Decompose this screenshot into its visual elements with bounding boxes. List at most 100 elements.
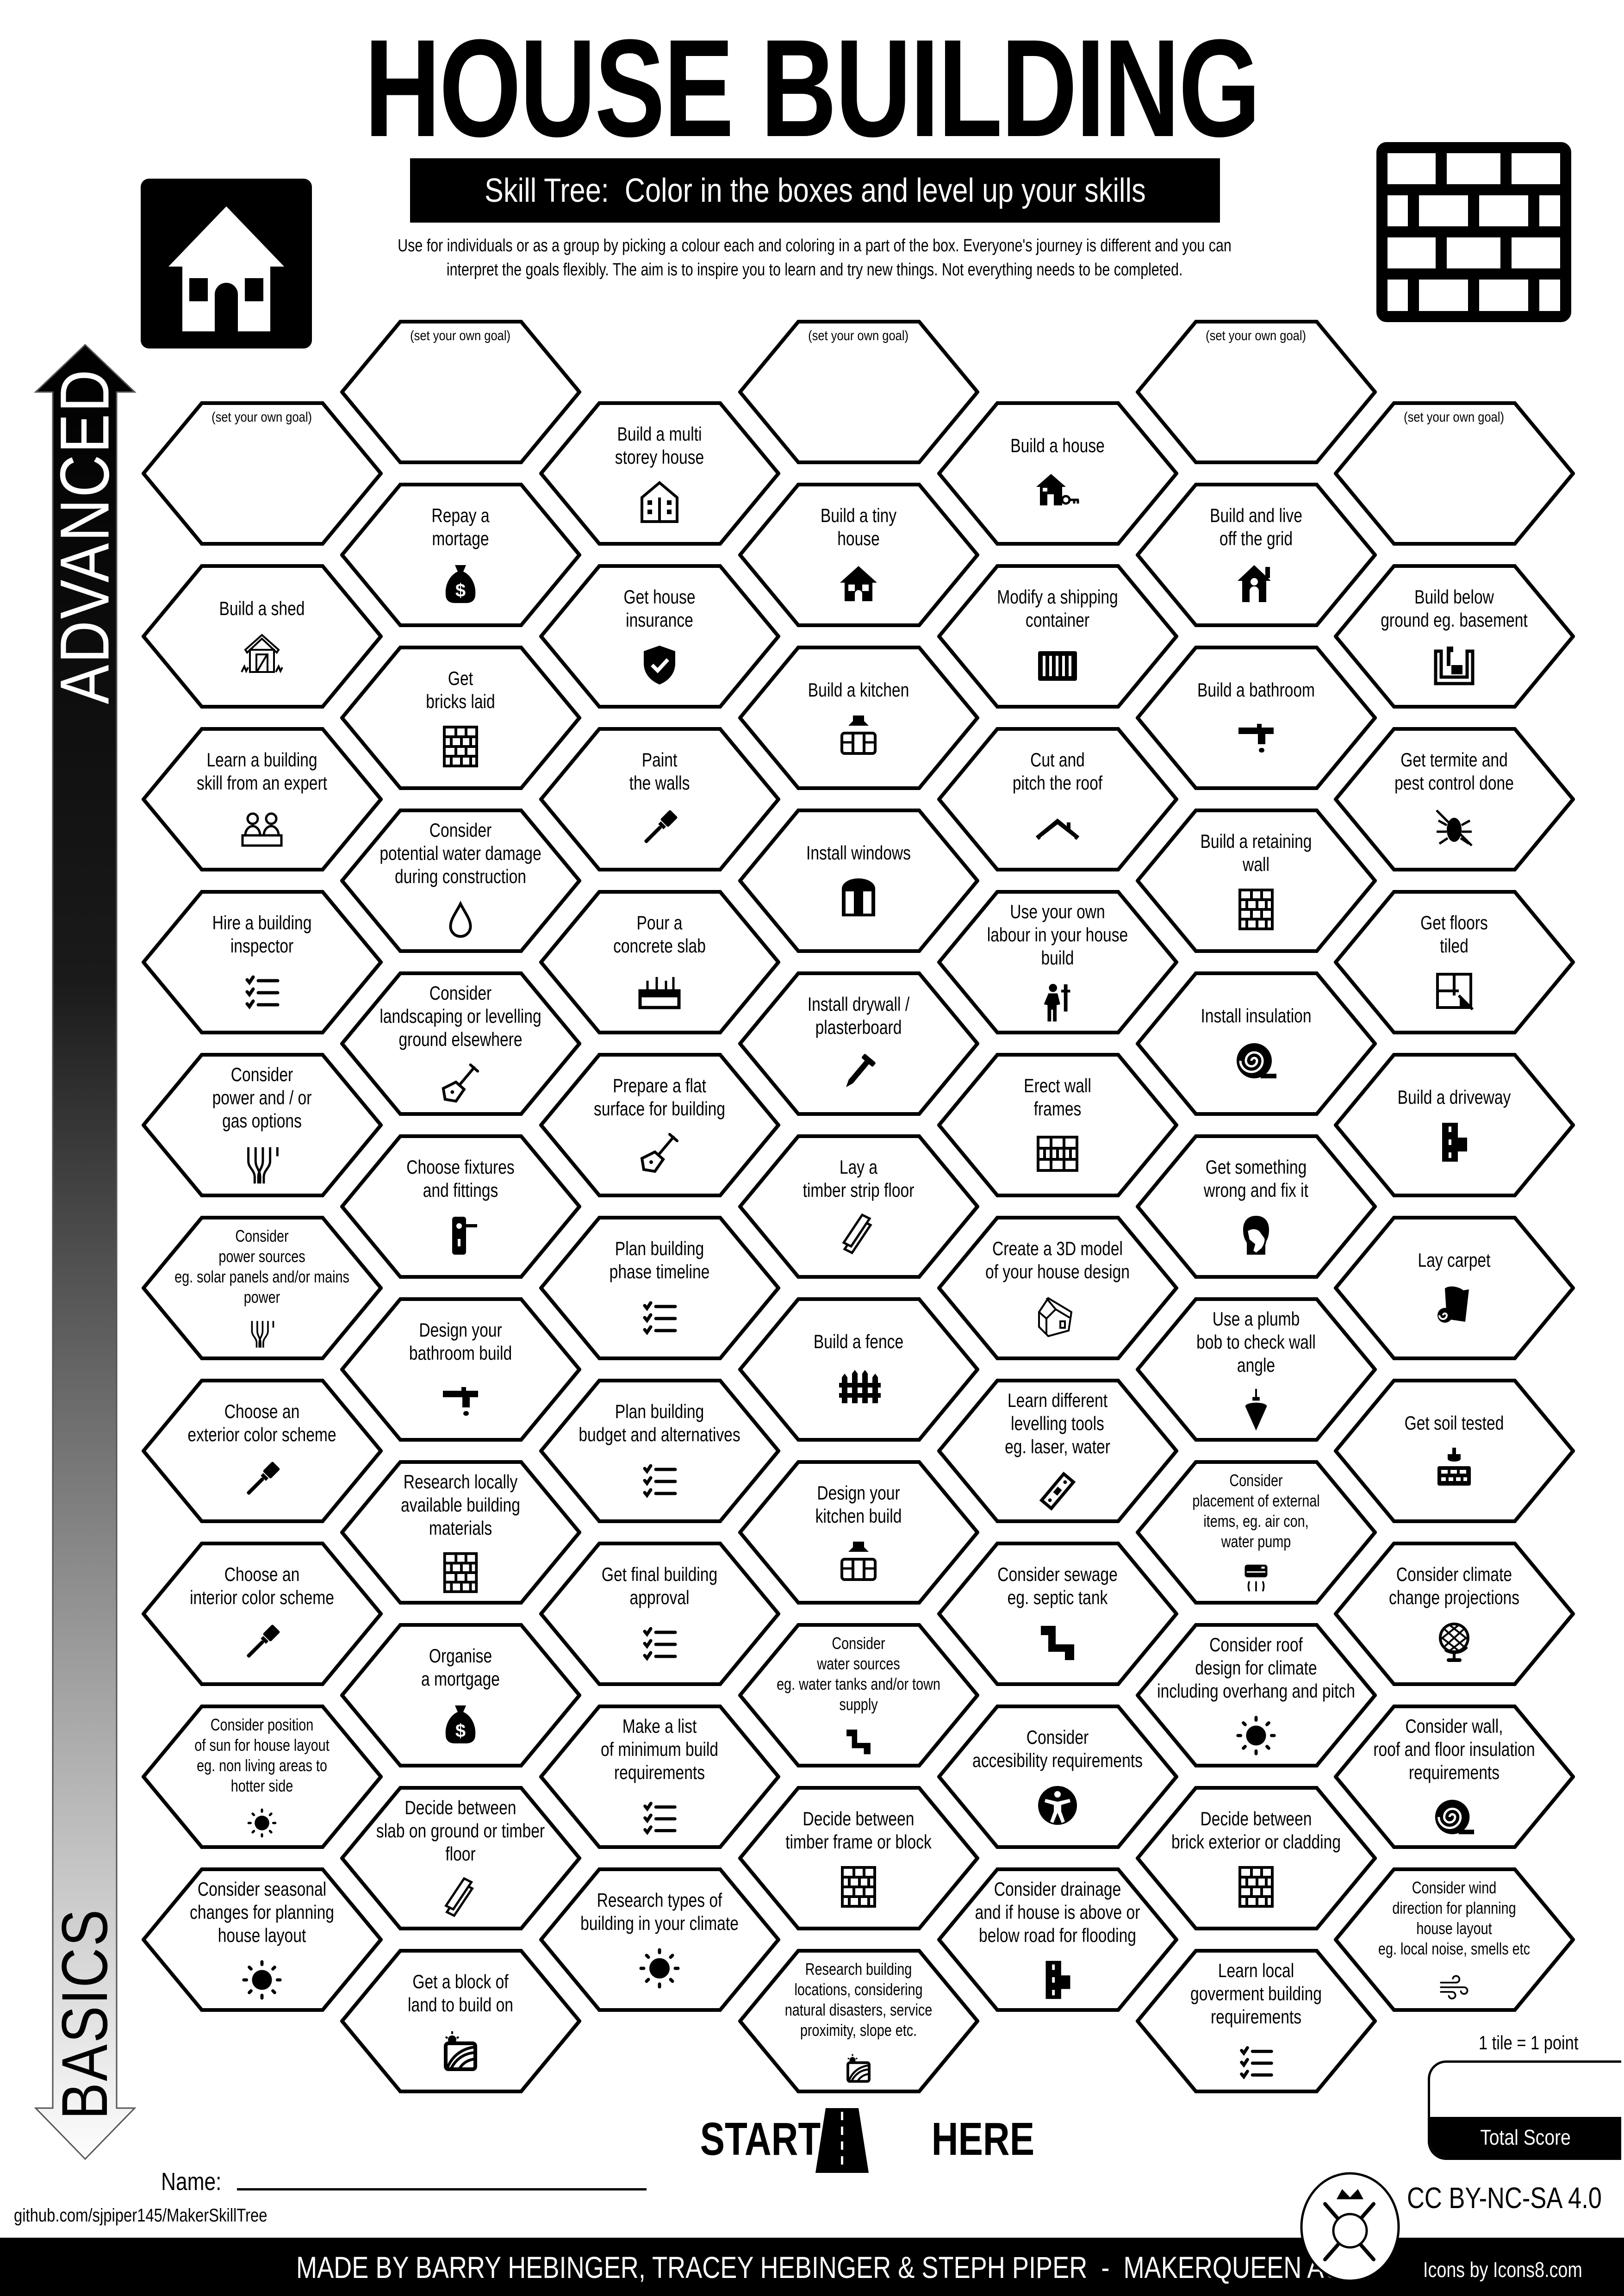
skill-tile[interactable]: Build a shed [141,564,383,709]
skill-tile[interactable]: Organise a mortgage [340,1623,581,1767]
skill-tile[interactable]: Get final building approval [539,1542,780,1686]
skill-tile[interactable]: Consider wall, roof and floor insulation… [1333,1705,1575,1849]
skill-tile-custom-goal[interactable]: (set your own goal) [340,320,581,464]
name-field[interactable] [237,2171,647,2190]
skill-tile[interactable]: Repay a mortage [340,483,581,627]
house-3d-icon [1034,1294,1081,1340]
skill-tile[interactable]: Consider placement of external items, eg… [1135,1460,1377,1605]
screw-icon [835,1049,882,1095]
skill-tile[interactable]: Research building locations, considering… [738,1949,979,2093]
skill-tile-custom-goal[interactable]: (set your own goal) [1333,401,1575,546]
skill-tile[interactable]: Build below ground eg. basement [1333,564,1575,709]
hexagon-outline [1333,401,1575,546]
skill-tile[interactable]: Modify a shipping container [937,564,1178,709]
skill-tile[interactable]: Use your own labour in your house build [937,890,1178,1034]
skill-tile[interactable]: Use a plumb bob to check wall angle [1135,1297,1377,1442]
total-score-box[interactable]: Total Score [1428,2060,1621,2160]
skill-tile[interactable]: Get termite and pest control done [1333,727,1575,871]
hexagon-outline [937,727,1178,871]
skill-tile[interactable]: Consider sewage eg. septic tank [937,1542,1178,1686]
github-link[interactable]: github.com/sjpiper145/MakerSkillTree [14,2205,268,2226]
skill-tile[interactable]: Cut and pitch the roof [937,727,1178,871]
tile-label: Consider climate change projections [1388,1563,1520,1608]
hexagon-outline [1135,646,1377,790]
score-note: 1 tile = 1 point [1479,2032,1579,2053]
hexagon-outline [1135,1460,1377,1605]
skill-tile-custom-goal[interactable]: (set your own goal) [141,401,383,546]
skill-tile[interactable]: Decide between timber frame or block [738,1786,979,1930]
skill-tile[interactable]: Prepare a flat surface for building [539,1053,780,1197]
skill-tile[interactable]: Research locally available building mate… [340,1460,581,1605]
hexagon-outline [539,401,780,546]
skill-tile[interactable]: Consider climate change projections [1333,1542,1575,1686]
skill-tile[interactable]: Build a kitchen [738,646,979,790]
skill-tile[interactable]: Consider potential water damage during c… [340,809,581,953]
skill-tile[interactable]: Learn different levelling tools eg. lase… [937,1379,1178,1523]
tile-label: Choose an interior color scheme [190,1563,334,1608]
skill-tile[interactable]: Install drywall / plasterboard [738,971,979,1116]
skill-tile-custom-goal[interactable]: (set your own goal) [738,320,979,464]
hexagon-outline [1135,483,1377,627]
skill-tile[interactable]: Plan building phase timeline [539,1216,780,1360]
tile-label: Repay a mortage [431,504,490,549]
skill-tile[interactable]: Build a bathroom [1135,646,1377,790]
tile-label: Plan building phase timeline [609,1238,710,1282]
skill-tile-custom-goal[interactable]: (set your own goal) [1135,320,1377,464]
icons-credit[interactable]: Icons by Icons8.com [1423,2258,1582,2282]
skill-tile[interactable]: Build a retaining wall [1135,809,1377,953]
skill-tile[interactable]: Choose fixtures and fittings [340,1134,581,1279]
skill-tile[interactable]: Build and live off the grid [1135,483,1377,627]
skill-tile[interactable]: Erect wall frames [937,1053,1178,1197]
skill-tile[interactable]: Choose an exterior color scheme [141,1379,383,1523]
skill-tile[interactable]: Build a house [937,401,1178,546]
skill-tile[interactable]: Choose an interior color scheme [141,1542,383,1686]
skill-tile[interactable]: Get bricks laid [340,646,581,790]
skill-tile[interactable]: Learn a building skill from an expert [141,727,383,871]
skill-tile[interactable]: Lay a timber strip floor [738,1134,979,1279]
skill-tile[interactable]: Build a fence [738,1297,979,1442]
skill-tile[interactable]: Research types of building in your clima… [539,1867,780,2012]
skill-tile[interactable]: Get something wrong and fix it [1135,1134,1377,1279]
skill-tile[interactable]: Consider power sources eg. solar panels … [141,1216,383,1360]
skill-tile[interactable]: Consider wind direction for planning hou… [1333,1867,1575,2012]
skill-tile[interactable]: Consider roof design for climate includi… [1135,1623,1377,1767]
skill-tile[interactable]: Consider position of sun for house layou… [141,1705,383,1849]
skill-tile[interactable]: Get house insurance [539,564,780,709]
skill-tile[interactable]: Lay carpet [1333,1216,1575,1360]
checklist-icon [636,1619,683,1666]
total-score-input[interactable] [1430,2063,1621,2118]
skill-tile[interactable]: Design your bathroom build [340,1297,581,1442]
skill-tile[interactable]: Get a block of land to build on [340,1949,581,2093]
skill-tile[interactable]: Consider drainage and if house is above … [937,1867,1178,2012]
hexagon-outline [539,1542,780,1686]
skill-tile[interactable]: Build a multi storey house [539,401,780,546]
skill-tile[interactable]: Make a list of minimum build requirement… [539,1705,780,1849]
basics-label: BASICS [48,1908,121,2120]
skill-tile[interactable]: Paint the walls [539,727,780,871]
skill-tile[interactable]: Build a driveway [1333,1053,1575,1197]
skill-tile[interactable]: Design your kitchen build [738,1460,979,1605]
skill-tile[interactable]: Install windows [738,809,979,953]
skill-tile[interactable]: Hire a building inspector [141,890,383,1034]
hexagon-outline [738,483,979,627]
skill-tile[interactable]: Get soil tested [1333,1379,1575,1523]
skill-tile[interactable]: Create a 3D model of your house design [937,1216,1178,1360]
skill-tile[interactable]: Build a tiny house [738,483,979,627]
hexagon-outline [937,1867,1178,2012]
skill-tile[interactable]: Consider seasonal changes for planning h… [141,1867,383,2012]
skill-tile[interactable]: Install insulation [1135,971,1377,1116]
skill-tile[interactable]: Pour a concrete slab [539,890,780,1034]
skill-tile[interactable]: Get floors tiled [1333,890,1575,1034]
tile-label: Lay carpet [1418,1249,1491,1271]
skill-tile[interactable]: Consider water sources eg. water tanks a… [738,1623,979,1767]
skill-tile[interactable]: Consider landscaping or levelling ground… [340,971,581,1116]
tile-content: Consider wind direction for planning hou… [1352,1878,1556,2003]
skill-tile[interactable]: Plan building budget and alternatives [539,1379,780,1523]
skill-tile[interactable]: Learn local goverment building requireme… [1135,1949,1377,2093]
skill-tile[interactable]: Decide between brick exterior or claddin… [1135,1786,1377,1930]
skill-tile[interactable]: Decide between slab on ground or timber … [340,1786,581,1930]
skill-tile[interactable]: Consider power and / or gas options [141,1053,383,1197]
tile-content: Build a tiny house [757,493,961,618]
skill-tile[interactable]: Consider accesibility requirements [937,1705,1178,1849]
soil-icon [1431,1445,1477,1491]
